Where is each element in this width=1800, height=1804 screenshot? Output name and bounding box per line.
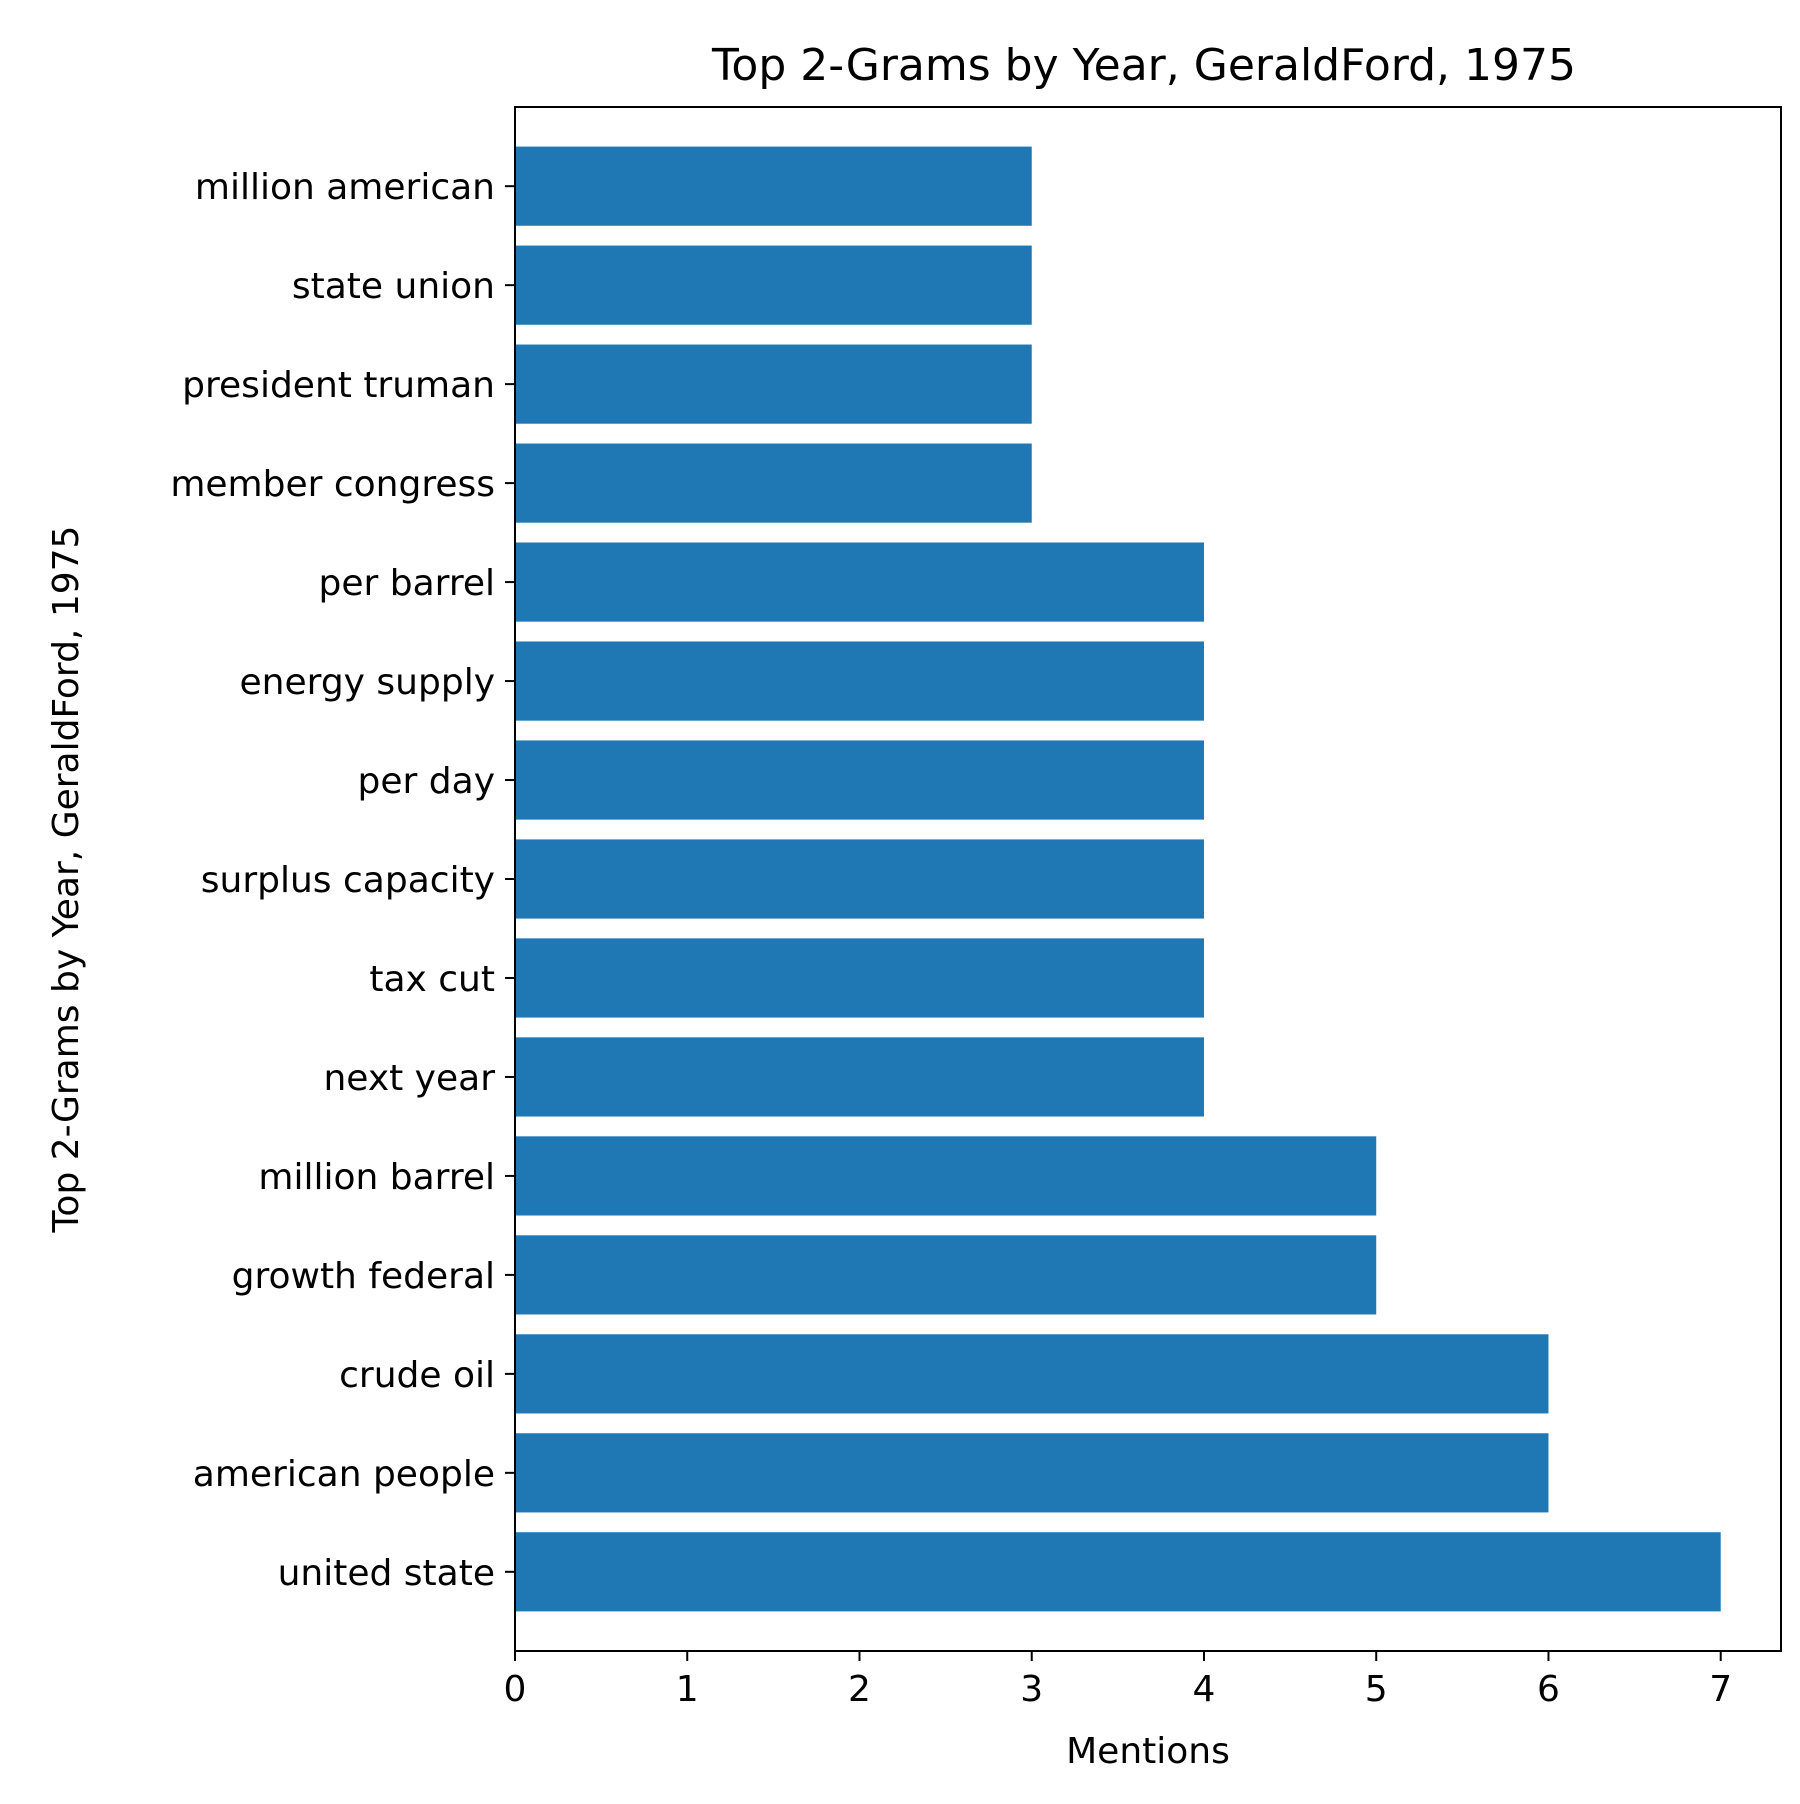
bar-million-barrel bbox=[515, 1136, 1377, 1216]
x-tick-label: 2 bbox=[848, 1669, 871, 1710]
bar-american-people bbox=[515, 1433, 1549, 1513]
bar-next-year bbox=[515, 1037, 1204, 1117]
bar-tax-cut bbox=[515, 938, 1204, 1018]
bar-member-congress bbox=[515, 443, 1032, 523]
y-tick-label: million american bbox=[195, 167, 495, 208]
x-tick-label: 1 bbox=[676, 1669, 699, 1710]
y-tick-label: surplus capacity bbox=[201, 860, 495, 901]
x-tick-label: 5 bbox=[1365, 1669, 1388, 1710]
ticks-layer: united state american people crude oil grow… bbox=[170, 167, 1732, 1710]
y-tick-label: member congress bbox=[170, 464, 495, 505]
plot-frame bbox=[514, 106, 1782, 1652]
bar-per-barrel bbox=[515, 542, 1204, 622]
x-tick-label: 6 bbox=[1537, 1669, 1560, 1710]
chart-title: Top 2-Grams by Year, GeraldFord, 1975 bbox=[711, 40, 1576, 91]
y-tick-label: state union bbox=[292, 266, 495, 307]
x-tick-label: 4 bbox=[1193, 1669, 1216, 1710]
y-tick-label: per barrel bbox=[319, 563, 495, 604]
x-axis-label: Mentions bbox=[1066, 1731, 1230, 1772]
bar-energy-supply bbox=[515, 641, 1204, 721]
bar-million-american bbox=[515, 146, 1032, 226]
y-tick-label: crude oil bbox=[339, 1355, 495, 1396]
bar-united-state bbox=[515, 1532, 1721, 1612]
y-tick-label: growth federal bbox=[232, 1256, 495, 1297]
x-tick-label: 3 bbox=[1020, 1669, 1043, 1710]
x-tick-label: 0 bbox=[504, 1669, 527, 1710]
y-tick-label: next year bbox=[323, 1058, 495, 1099]
y-tick-label: per day bbox=[358, 761, 495, 802]
bar-state-union bbox=[515, 245, 1032, 325]
bar-per-day bbox=[515, 740, 1204, 820]
bar-president-truman bbox=[515, 344, 1032, 424]
y-tick-label: energy supply bbox=[240, 662, 495, 703]
y-axis-label: Top 2-Grams by Year, GeraldFord, 1975 bbox=[46, 526, 87, 1234]
x-tick-label: 7 bbox=[1709, 1669, 1732, 1710]
y-tick-label: american people bbox=[193, 1454, 495, 1495]
bar-surplus-capacity bbox=[515, 839, 1204, 919]
y-tick-label: million barrel bbox=[258, 1157, 495, 1198]
bar-growth-federal bbox=[515, 1235, 1377, 1315]
y-tick-label: president truman bbox=[182, 365, 495, 406]
bars-layer bbox=[515, 146, 1721, 1612]
y-tick-label: tax cut bbox=[369, 959, 495, 1000]
y-tick-label: united state bbox=[278, 1553, 495, 1594]
bar-crude-oil bbox=[515, 1334, 1549, 1414]
